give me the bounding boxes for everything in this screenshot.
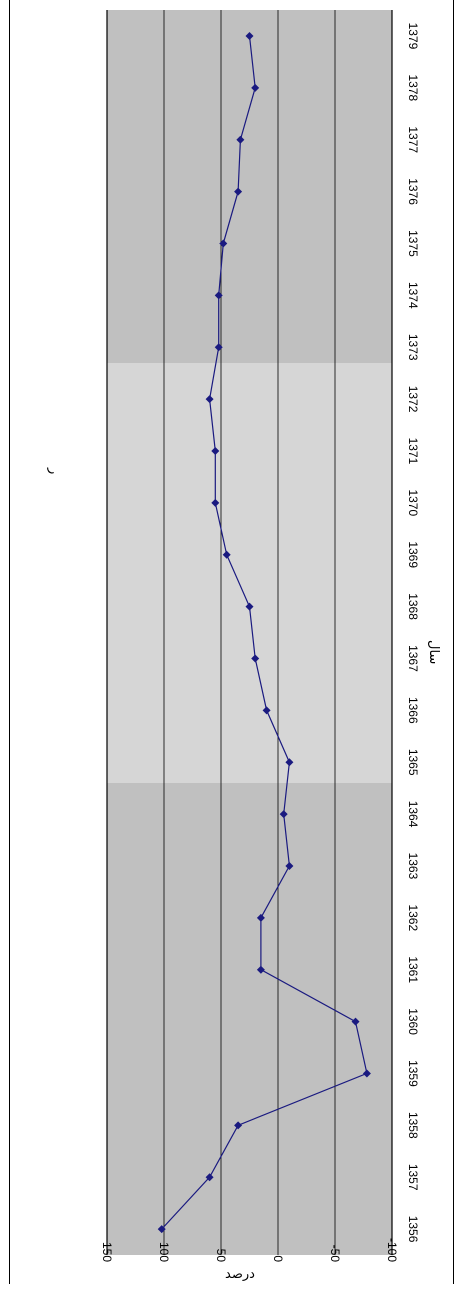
x-tick-label: 1375	[406, 230, 420, 257]
y-tick-label: 0	[271, 1255, 285, 1262]
x-tick-label: 1377	[406, 126, 420, 153]
data-point	[251, 83, 260, 92]
x-tick-label: 1361	[406, 956, 420, 983]
x-tick-label: 1357	[406, 1164, 420, 1191]
data-point	[219, 239, 228, 248]
series-points	[157, 31, 371, 1234]
data-point	[211, 446, 220, 455]
data-point	[234, 187, 243, 196]
x-axis-ticks: 1356 1357 1358 1359 1360 1361 1362 1363 1364 1365…	[406, 23, 420, 1243]
data-point	[351, 1017, 360, 1026]
x-tick-label: 1365	[406, 749, 420, 776]
data-point	[214, 343, 223, 352]
data-point	[157, 1225, 166, 1234]
y-axis-title: درصد	[225, 1267, 255, 1282]
x-tick-label: 1378	[406, 74, 420, 101]
data-point	[256, 913, 265, 922]
y-tick-label: -100	[385, 1238, 399, 1262]
y-tick-label: 150	[100, 1242, 114, 1262]
x-tick-label: 1366	[406, 697, 420, 724]
data-point	[214, 291, 223, 300]
data-point	[205, 1173, 214, 1182]
x-tick-label: 1369	[406, 541, 420, 568]
data-point	[211, 498, 220, 507]
x-tick-label: 1360	[406, 1008, 420, 1035]
data-point	[245, 31, 254, 40]
data-point	[285, 861, 294, 870]
data-point	[251, 654, 260, 663]
x-tick-label: 1368	[406, 593, 420, 620]
x-tick-label: 1373	[406, 334, 420, 361]
x-tick-label: 1356	[406, 1216, 420, 1243]
chart-mark: ر	[46, 467, 61, 474]
data-point	[234, 1121, 243, 1130]
data-point	[205, 395, 214, 404]
data-point	[222, 550, 231, 559]
data-point	[262, 706, 271, 715]
x-tick-label: 1359	[406, 1060, 420, 1087]
y-tick-label: 100	[157, 1242, 171, 1262]
data-point	[362, 1069, 371, 1078]
data-point	[256, 965, 265, 974]
x-tick-label: 1370	[406, 489, 420, 516]
data-point	[236, 135, 245, 144]
x-tick-label: 1371	[406, 438, 420, 465]
x-tick-label: 1372	[406, 386, 420, 413]
x-tick-label: 1363	[406, 853, 420, 880]
y-tick-label: -50	[328, 1245, 342, 1263]
gridlines	[106, 10, 393, 1255]
x-tick-label: 1358	[406, 1112, 420, 1139]
x-tick-label: 1374	[406, 282, 420, 309]
x-tick-label: 1362	[406, 904, 420, 931]
x-tick-label: 1376	[406, 178, 420, 205]
data-point	[279, 810, 288, 819]
x-axis-title: سال	[426, 640, 441, 664]
chart-frame	[9, 0, 454, 1284]
x-tick-label: 1379	[406, 23, 420, 50]
x-tick-label: 1367	[406, 645, 420, 672]
series-line	[161, 35, 368, 1230]
data-point	[245, 602, 254, 611]
x-tick-label: 1364	[406, 801, 420, 828]
y-tick-label: 50	[214, 1249, 228, 1263]
data-point	[285, 758, 294, 767]
y-axis-ticks: 150 100 50 0 -50 -100	[100, 1238, 399, 1262]
plot-band	[107, 363, 392, 783]
